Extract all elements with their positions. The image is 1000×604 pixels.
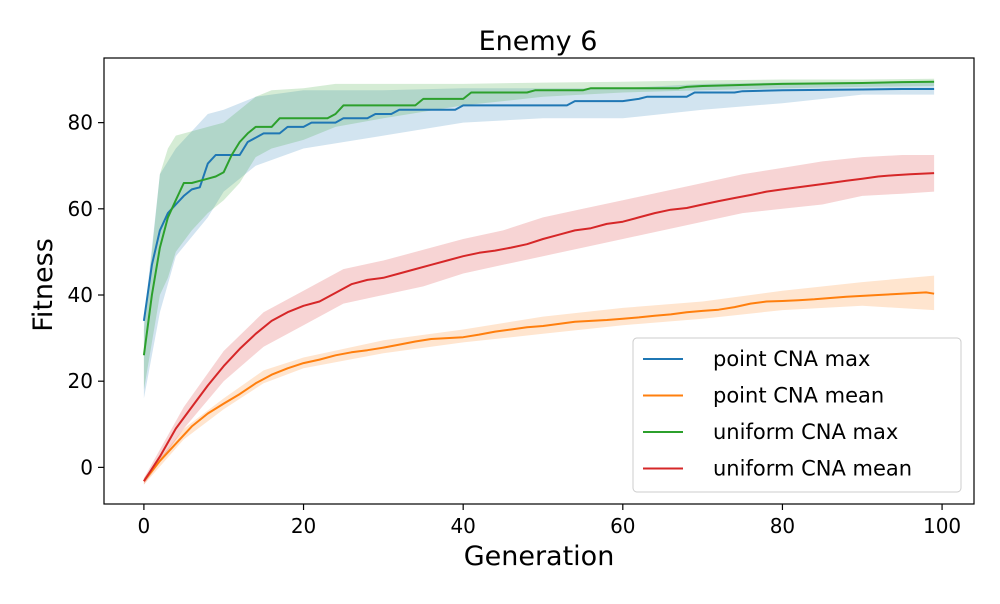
line-uniform-cna-max xyxy=(142,80,935,356)
band-uniform-cna-mean xyxy=(143,155,935,485)
y-tick-label: 60 xyxy=(68,197,93,221)
legend-label-point-cna-mean: point CNA mean xyxy=(713,384,884,408)
x-tick-label: 20 xyxy=(291,514,316,538)
line-point-cna-max xyxy=(142,88,935,322)
y-tick-label: 40 xyxy=(68,283,93,307)
y-axis-label: Fitness xyxy=(28,238,59,332)
legend-label-uniform-cna-max: uniform CNA max xyxy=(713,420,898,444)
y-tick-label: 80 xyxy=(68,111,93,135)
series-lines xyxy=(142,80,935,482)
x-tick-label: 40 xyxy=(450,514,475,538)
y-tick-label: 20 xyxy=(68,369,93,393)
x-tick-label: 60 xyxy=(610,514,635,538)
x-tick-label: 80 xyxy=(770,514,795,538)
x-tick-label: 0 xyxy=(138,514,151,538)
x-tick-label: 100 xyxy=(923,514,961,538)
legend-label-point-cna-max: point CNA max xyxy=(713,347,870,371)
legend-label-uniform-cna-mean: uniform CNA mean xyxy=(713,457,912,481)
band-point-cna-max xyxy=(143,82,935,399)
plot-frame xyxy=(103,57,975,505)
chart-title: Enemy 6 xyxy=(479,26,598,57)
y-axis: 0 20 40 60 80 xyxy=(68,111,104,479)
x-axis-label: Generation xyxy=(464,541,615,572)
line-uniform-cna-mean xyxy=(143,172,935,482)
legend-box xyxy=(632,337,962,493)
y-tick-label: 0 xyxy=(80,455,93,479)
line-point-cna-mean xyxy=(143,291,935,482)
x-axis: 0 20 40 60 80 100 xyxy=(138,504,961,538)
legend: point CNA max point CNA mean uniform CNA m… xyxy=(632,337,962,493)
